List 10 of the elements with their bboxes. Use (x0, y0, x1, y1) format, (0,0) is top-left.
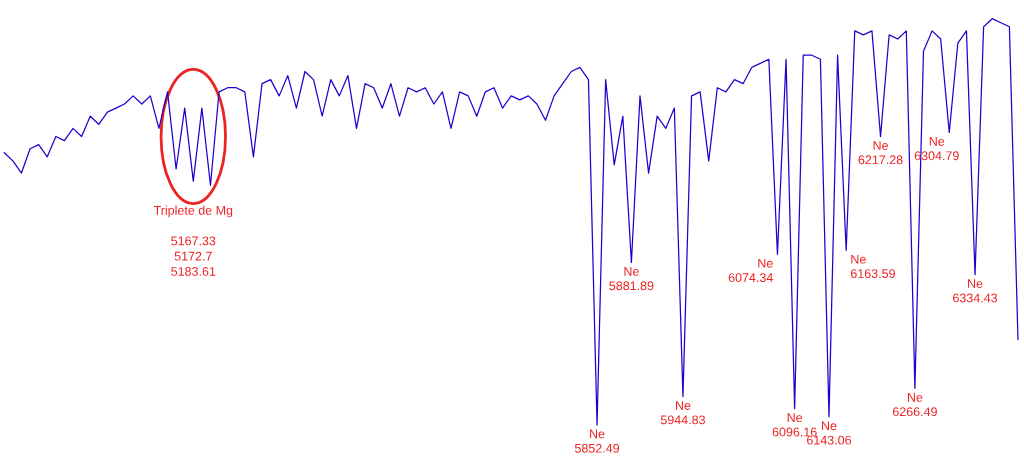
annotation: Ne 5881.89 (609, 267, 654, 291)
annotation: Ne 6163.59 (850, 254, 895, 278)
annotation: Ne 6217.28 (858, 141, 903, 165)
annotation: Ne 5944.83 (660, 401, 705, 425)
text: Ne 5852.49 (574, 429, 620, 453)
annotation: Ne 6266.49 (892, 393, 937, 417)
annotation: Ne 6074.34 (728, 258, 773, 283)
text: Triplete de Mg 5167.33 5172.7 5183.61 (153, 205, 233, 276)
annotation: Ne 6096.16 (772, 413, 817, 437)
annotation: Ne 6334.43 (953, 279, 998, 303)
